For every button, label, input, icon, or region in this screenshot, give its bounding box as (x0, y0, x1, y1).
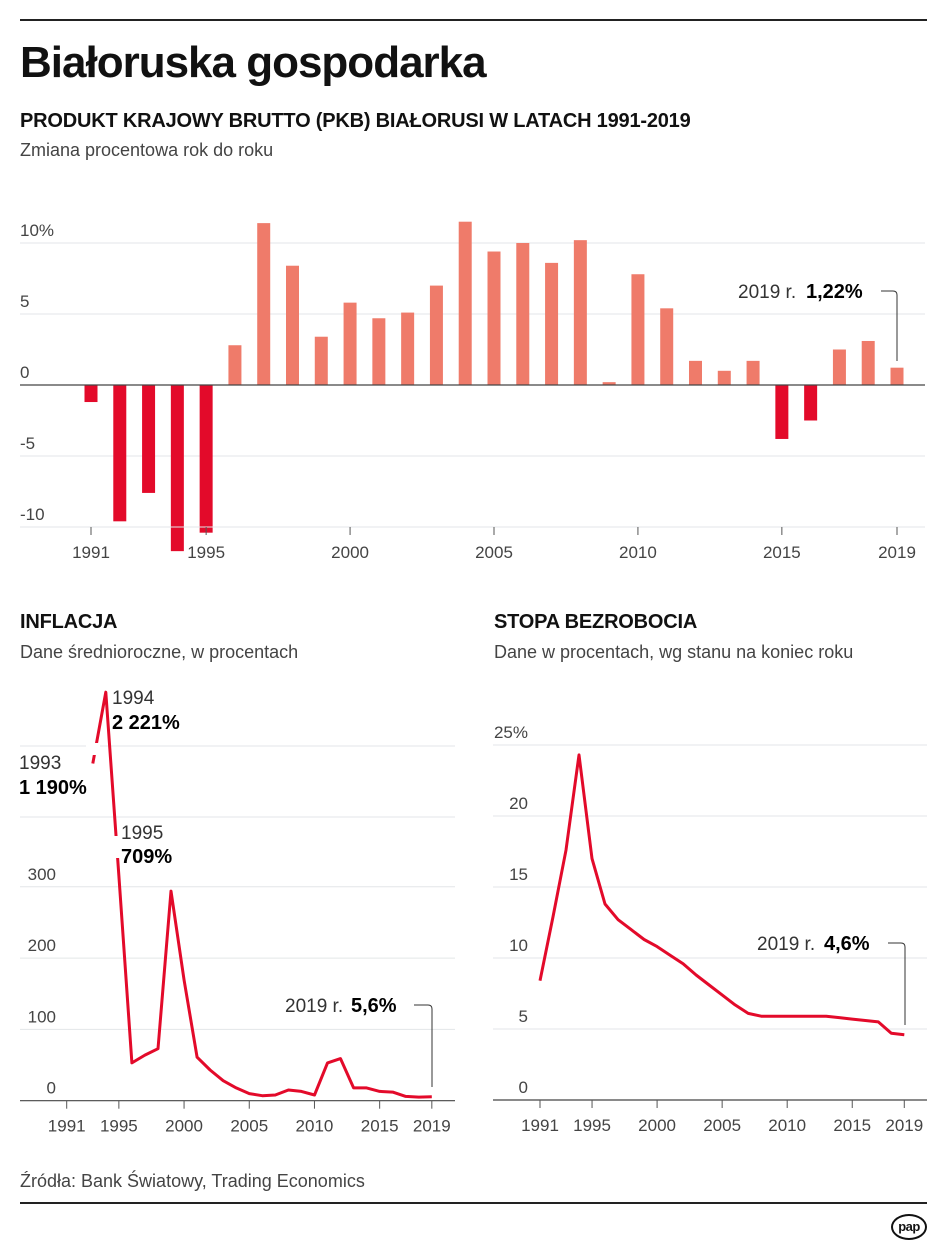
unemployment-chart-subtitle: Dane w procentach, wg stanu na koniec ro… (494, 642, 854, 662)
bar-2008 (573, 240, 587, 385)
y-tick-label: 20 (509, 794, 528, 813)
bar-1992 (113, 385, 127, 522)
y-tick-label: 200 (28, 936, 56, 955)
y-tick-label: 0 (20, 363, 29, 382)
page-title: Białoruska gospodarka (20, 38, 487, 87)
bar-1991 (84, 385, 98, 403)
bar-2000 (343, 302, 357, 385)
x-tick-label: 2000 (638, 1116, 676, 1135)
bar-2014 (746, 360, 760, 385)
axis-break-gap (106, 836, 120, 858)
inflation-annotation-prefix: 2019 r. (285, 996, 343, 1017)
x-tick-label: 1995 (573, 1116, 611, 1135)
bar-2001 (372, 318, 386, 385)
y-tick-label: 0 (519, 1078, 528, 1097)
x-tick-label: 2019 (885, 1116, 923, 1135)
inflation-callout-1995-year: 1995 (121, 823, 163, 844)
x-tick-label: 2005 (230, 1117, 268, 1136)
gdp-annotation-connector (881, 290, 898, 361)
inflation-callout-1994-year: 1994 (112, 688, 155, 709)
bar-2003 (429, 285, 443, 385)
bar-1995 (199, 385, 213, 533)
x-tick-label: 2010 (619, 543, 657, 562)
bar-1997 (257, 223, 271, 385)
inflation-annotation-value: 5,6% (351, 995, 397, 1017)
y-tick-label: 300 (28, 865, 56, 884)
x-tick-label: 2005 (703, 1116, 741, 1135)
inflation-callout-1995-value: 709% (121, 846, 172, 868)
bar-2009 (602, 382, 616, 385)
x-tick-label: 2019 (878, 543, 916, 562)
bar-2016 (804, 385, 818, 421)
bar-1998 (286, 265, 299, 385)
bar-2012 (689, 360, 702, 385)
gdp-annotation-prefix: 2019 r. (738, 282, 796, 303)
unemployment-annotation-value: 4,6% (824, 933, 870, 955)
gdp-chart-title: PRODUKT KRAJOWY BRUTTO (PKB) BIAŁORUSI W… (20, 110, 691, 132)
x-tick-label: 1991 (521, 1116, 559, 1135)
x-tick-label: 1991 (48, 1117, 86, 1136)
inflation-chart-subtitle: Dane średnioroczne, w procentach (20, 642, 299, 662)
inflation-callout-1993-value: 1 190% (19, 777, 87, 799)
bar-2015 (775, 385, 789, 439)
inflation-line-chart: 300 200 100 0 1991 1995 2000 2005 2010 2015 2019 (20, 690, 455, 1136)
gdp-bar-chart: 10% 5 0 -5 -10 1991 1995 2000 2005 2010 2015 2019 (20, 221, 925, 562)
x-tick-label: 2005 (475, 543, 513, 562)
y-tick-label: 100 (28, 1007, 56, 1026)
pap-logo: pap (891, 1214, 927, 1240)
x-tick-label: 2010 (768, 1116, 806, 1135)
top-rule (20, 19, 927, 21)
unemployment-annotation-prefix: 2019 r. (757, 934, 815, 955)
x-tick-label: 2019 (413, 1117, 451, 1136)
y-tick-label: 5 (519, 1007, 528, 1026)
x-tick-label: 2000 (165, 1117, 203, 1136)
bar-2019 (890, 367, 904, 385)
bar-2011 (660, 308, 674, 385)
y-tick-label: 10% (20, 221, 54, 240)
bar-2018 (861, 340, 875, 385)
bar-2005 (487, 251, 501, 385)
x-tick-label: 1995 (187, 543, 225, 562)
y-tick-label: 0 (47, 1079, 56, 1098)
bar-1994 (170, 385, 184, 552)
inflation-annotation-connector (414, 1004, 433, 1087)
unemployment-annotation-connector (888, 942, 906, 1025)
bar-2013 (717, 370, 731, 385)
data-line (538, 753, 905, 1037)
source-note: Źródła: Bank Światowy, Trading Economics (20, 1171, 365, 1191)
inflation-callout-1994-value: 2 221% (112, 712, 180, 734)
bar-2006 (516, 243, 530, 385)
bar-1999 (314, 336, 328, 385)
x-tick-label: 2015 (361, 1117, 399, 1136)
bar-2002 (401, 312, 415, 385)
y-tick-label: 15 (509, 865, 528, 884)
bar-2007 (545, 262, 559, 385)
x-tick-label: 2010 (296, 1117, 334, 1136)
bar-2010 (631, 274, 645, 385)
y-tick-label: 10 (509, 936, 528, 955)
bar-2004 (458, 221, 472, 385)
y-tick-label: 25% (494, 723, 528, 742)
gdp-annotation-value: 1,22% (806, 281, 863, 303)
y-tick-label: -10 (20, 505, 45, 524)
axis-break-gap (86, 743, 100, 755)
x-tick-label: 1991 (72, 543, 110, 562)
x-tick-label: 2015 (833, 1116, 871, 1135)
bar-1993 (142, 385, 156, 493)
x-tick-label: 2015 (763, 543, 801, 562)
y-tick-label: 5 (20, 292, 29, 311)
bottom-rule (20, 1202, 927, 1204)
y-tick-label: -5 (20, 434, 35, 453)
bar-2017 (832, 349, 846, 385)
unemployment-chart-title: STOPA BEZROBOCIA (494, 611, 698, 633)
inflation-chart-title: INFLACJA (20, 611, 118, 633)
data-line (91, 690, 432, 1099)
x-tick-label: 1995 (100, 1117, 138, 1136)
bar-1996 (228, 345, 242, 385)
x-tick-label: 2000 (331, 543, 369, 562)
inflation-callout-1993-year: 1993 (19, 753, 61, 774)
gdp-chart-subtitle: Zmiana procentowa rok do roku (20, 140, 274, 160)
